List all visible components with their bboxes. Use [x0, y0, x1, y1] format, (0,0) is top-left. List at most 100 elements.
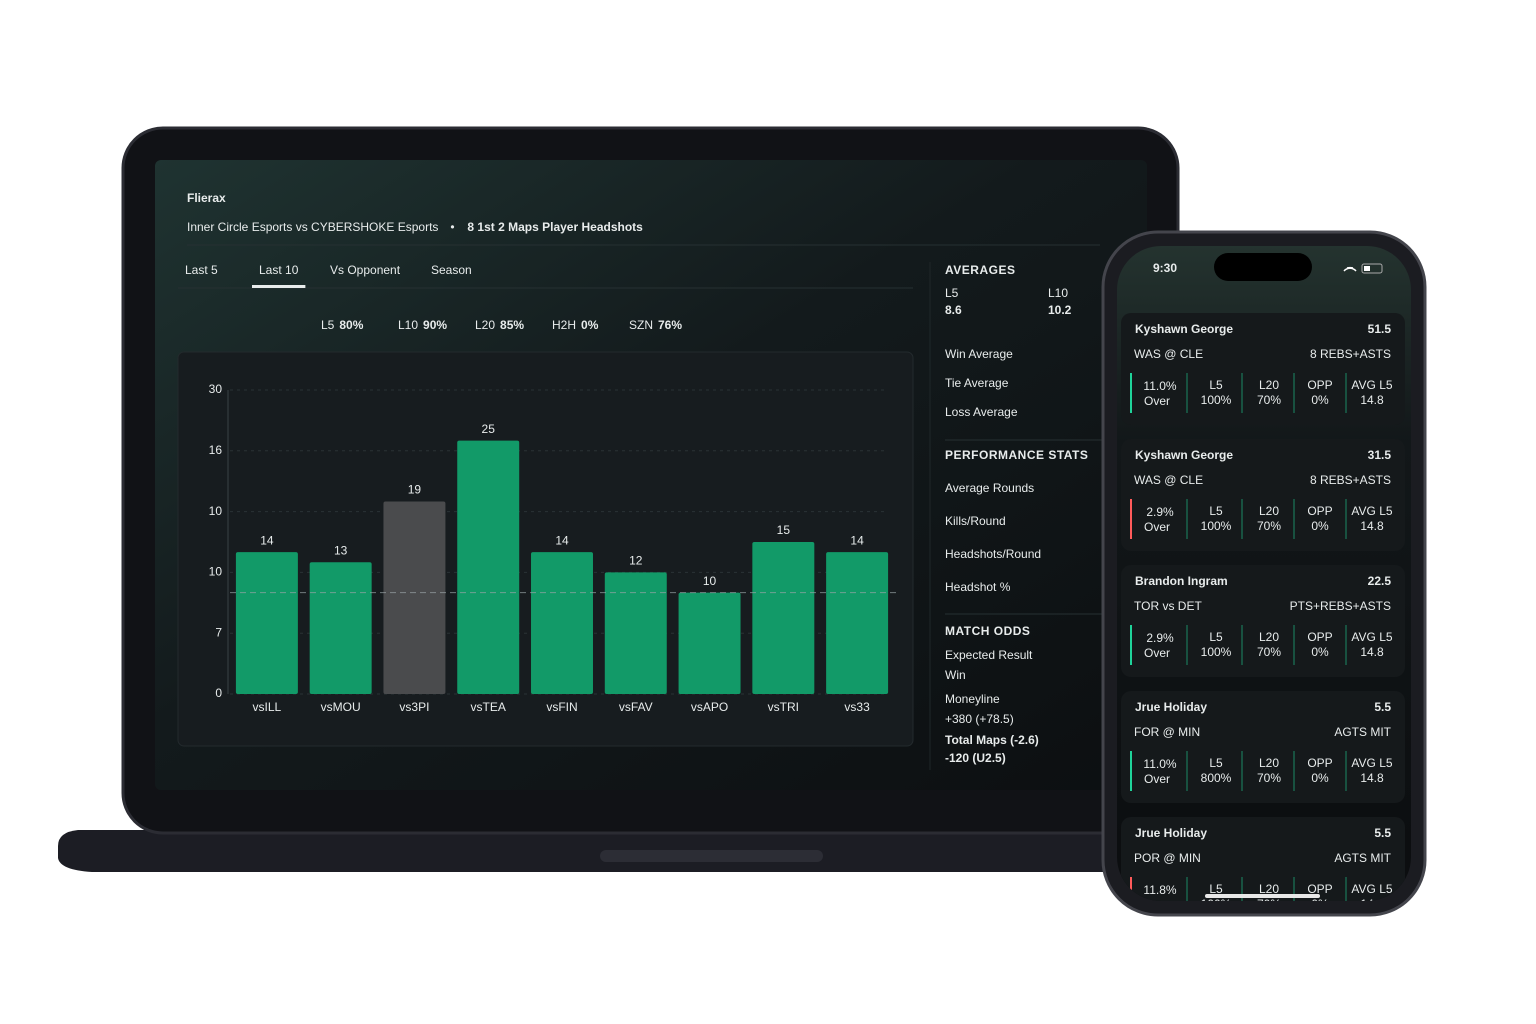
average-value: 8.6: [945, 303, 962, 317]
stat-value: 70%: [1257, 519, 1281, 533]
section-title: PERFORMANCE STATS: [945, 448, 1088, 462]
stat-value: 100%: [1201, 393, 1232, 407]
stat-value: 100%: [1201, 897, 1232, 911]
data-label: 14: [850, 533, 864, 547]
prop-card[interactable]: [1121, 691, 1405, 803]
bar: [309, 562, 372, 694]
hit-rate-label: L10: [398, 318, 418, 332]
stat-value: 70%: [1257, 771, 1281, 785]
hit-label: Over: [1144, 394, 1170, 408]
stat-value: 14.8: [1360, 897, 1384, 911]
stat-label: L20: [1259, 630, 1279, 644]
hit-label: Over: [1144, 646, 1170, 660]
stat-value: 14.8: [1360, 393, 1384, 407]
stat-value: 14.8: [1360, 771, 1384, 785]
matchup: WAS @ CLE: [1134, 347, 1203, 361]
phone-ui: 9:30 Kyshawn George 51.5 WAS @ CLE 8 REBS+AS…: [1121, 261, 1405, 929]
laptop-ui: Flierax Inner Circle Esports vs CYBERSHOK…: [185, 191, 1105, 765]
stat-label: OPP: [1307, 504, 1332, 518]
hit-rate-label: SZN: [629, 318, 653, 332]
performance-row: Headshots/Round: [945, 547, 1041, 561]
y-tick-label: 16: [209, 443, 223, 457]
stat-label: L5: [1209, 504, 1223, 518]
stat-value: 14.8: [1360, 519, 1384, 533]
average-value: 10.2: [1048, 303, 1072, 317]
hit-rate-value: 90%: [423, 318, 447, 332]
prop-card[interactable]: [1121, 439, 1405, 551]
hit-rate-value: 85%: [500, 318, 524, 332]
y-tick-label: 10: [209, 504, 223, 518]
tab[interactable]: Last 10: [259, 263, 299, 277]
performance-row: Average Rounds: [945, 481, 1034, 495]
hit-rate-value: 76%: [658, 318, 682, 332]
data-label: 15: [777, 523, 791, 537]
stat-label: L5: [1209, 882, 1223, 896]
x-tick-label: vsTRI: [768, 700, 799, 714]
matchup: Inner Circle Esports vs CYBERSHOKE Espor…: [187, 220, 438, 234]
player-name: Brandon Ingram: [1135, 574, 1228, 588]
odds-line: -120 (U2.5): [945, 751, 1006, 765]
odds-label: Moneyline: [945, 692, 1000, 706]
stat-label: OPP: [1307, 630, 1332, 644]
stat-value: 70%: [1257, 897, 1281, 911]
prop-line: 5.5: [1374, 826, 1391, 840]
home-indicator: [1205, 894, 1320, 898]
matchup: WAS @ CLE: [1134, 473, 1203, 487]
market: 8 REBS+ASTS: [1310, 347, 1391, 361]
hit-label: Over: [1144, 520, 1170, 534]
tab[interactable]: Season: [431, 263, 472, 277]
hit-percent: 11.0%: [1143, 757, 1176, 771]
data-label: 13: [334, 543, 348, 557]
active-tab-underline: [252, 285, 306, 288]
hit-label: Over: [1144, 898, 1170, 912]
stat-value: 0%: [1311, 519, 1329, 533]
stat-label: L5: [1209, 756, 1223, 770]
data-label: 14: [260, 533, 274, 547]
stat-label: L20: [1259, 756, 1279, 770]
prop-line: 31.5: [1368, 448, 1392, 462]
prop-card[interactable]: [1121, 313, 1405, 425]
stat-label: L5: [1209, 630, 1223, 644]
player-name: Jrue Holiday: [1135, 826, 1207, 840]
stat-label: OPP: [1307, 378, 1332, 392]
prop-card[interactable]: [1121, 817, 1405, 929]
performance-row: Kills/Round: [945, 514, 1006, 528]
stat-label: OPP: [1307, 756, 1332, 770]
stat-label: L20: [1259, 882, 1279, 896]
prop-card[interactable]: [1121, 565, 1405, 677]
separator: •: [450, 220, 454, 234]
x-tick-label: vsFAV: [619, 700, 653, 714]
stat-value: 70%: [1257, 645, 1281, 659]
market: AGTS MIT: [1334, 725, 1391, 739]
dynamic-island: [1214, 253, 1312, 281]
wifi-icon: [1343, 266, 1357, 272]
performance-row: Headshot %: [945, 580, 1011, 594]
bar: [678, 592, 741, 694]
odds-line: Total Maps (-2.6): [945, 733, 1039, 747]
average-label: L10: [1048, 286, 1068, 300]
tab[interactable]: Last 5: [185, 263, 218, 277]
player-name: Kyshawn George: [1135, 322, 1233, 336]
data-label: 25: [482, 422, 496, 436]
hit-rate-label: L5: [321, 318, 335, 332]
stat-value: 100%: [1201, 519, 1232, 533]
market: 8 REBS+ASTS: [1310, 473, 1391, 487]
odds-value: +380 (+78.5): [945, 712, 1014, 726]
stat-value: 800%: [1201, 771, 1232, 785]
stat-label: L5: [1209, 378, 1223, 392]
stat-label: L20: [1259, 504, 1279, 518]
battery-level: [1364, 266, 1370, 271]
y-tick-label: 30: [209, 382, 223, 396]
hit-label: Over: [1144, 772, 1170, 786]
tab[interactable]: Vs Opponent: [330, 263, 401, 277]
bar: [604, 572, 667, 694]
y-tick-label: 7: [215, 625, 222, 639]
section-title: MATCH ODDS: [945, 624, 1030, 638]
hit-rate-value: 80%: [339, 318, 363, 332]
status-time: 9:30: [1153, 261, 1177, 275]
data-label: 12: [629, 554, 643, 568]
laptop-notch: [600, 850, 823, 862]
stat-value: 0%: [1311, 645, 1329, 659]
